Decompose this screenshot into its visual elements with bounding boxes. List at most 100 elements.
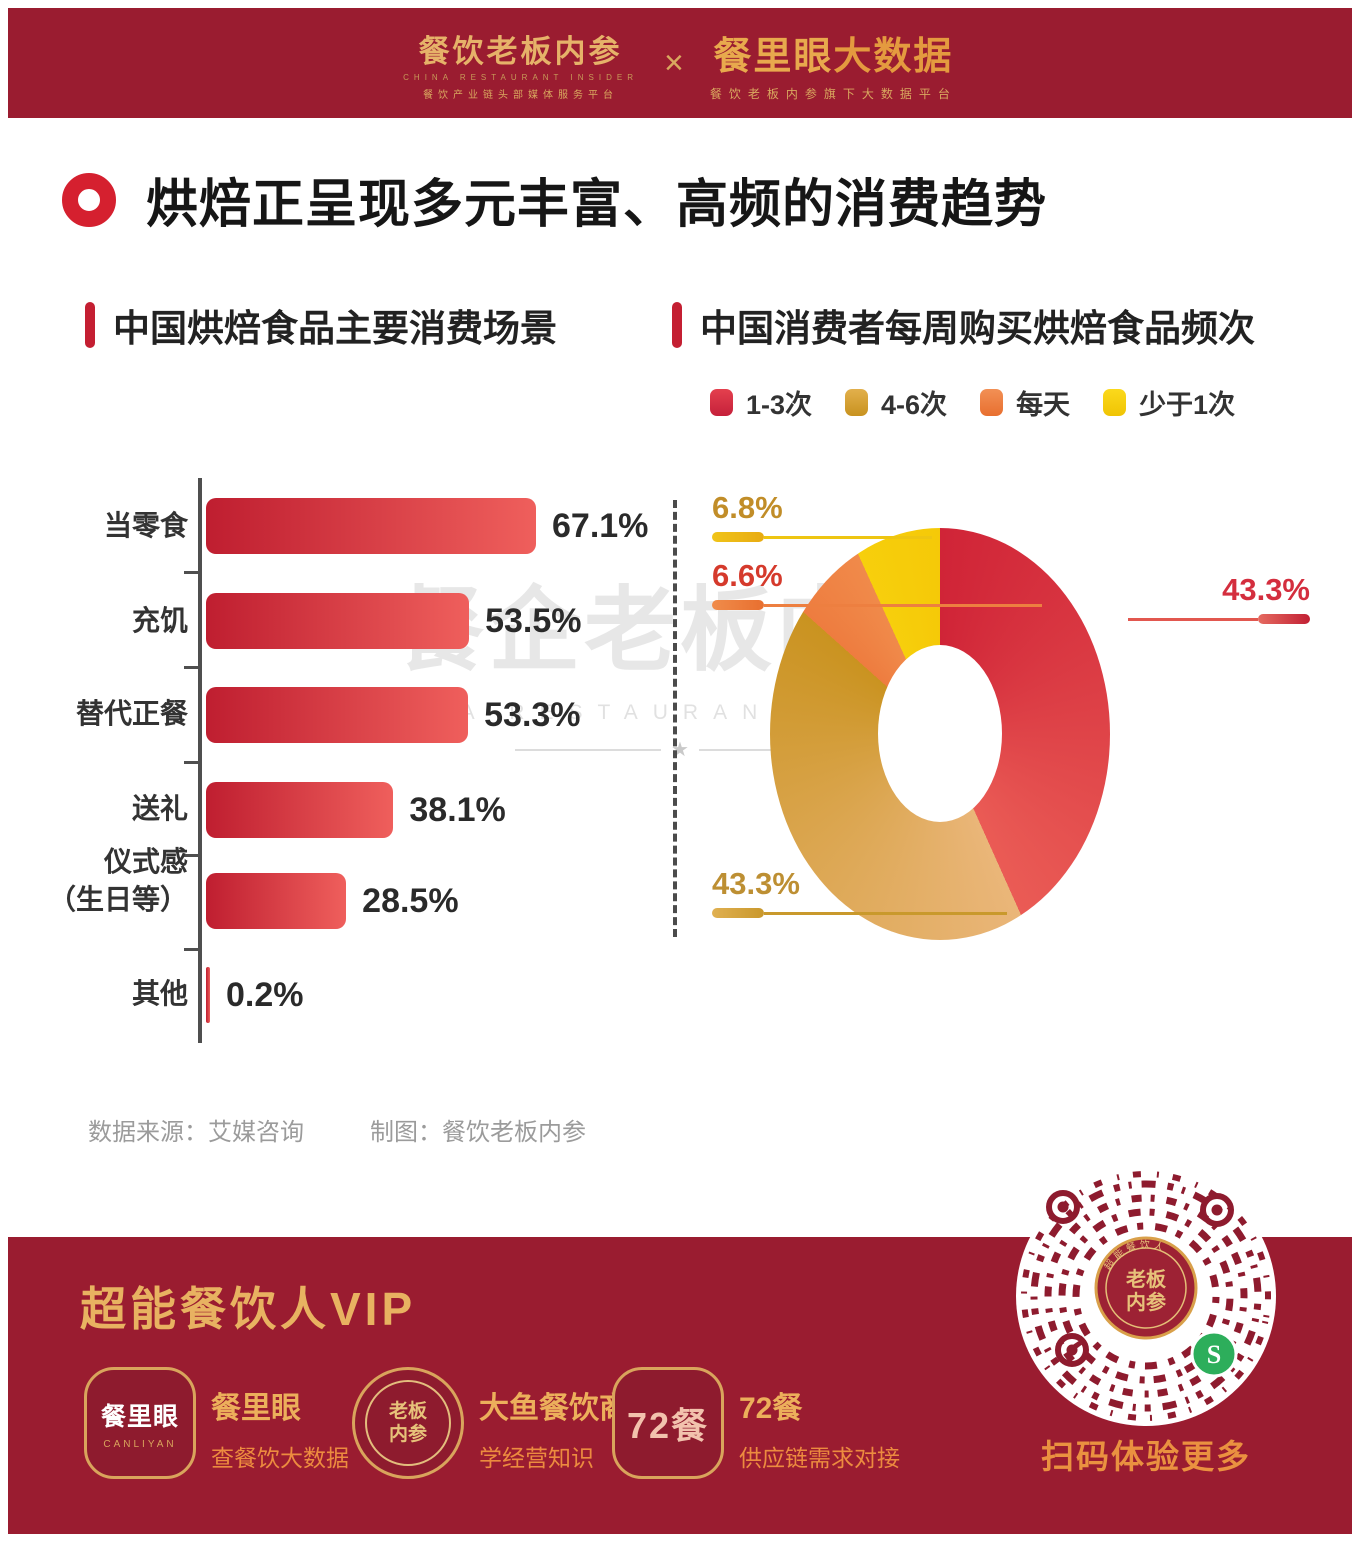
callout-pill (712, 908, 764, 918)
bar-section-header: 中国烘焙食品主要消费场景 (85, 298, 557, 352)
axis-tick (184, 761, 198, 764)
callout-pill (712, 532, 764, 542)
brand-right-tagline: 餐饮老板内参旗下大数据平台 (709, 86, 957, 101)
callout-less-than-once: 6.8% (712, 490, 932, 542)
bar-value-label: 53.5% (485, 601, 582, 640)
title-row: 烘焙正呈现多元丰富、高频的消费趋势 (62, 162, 1047, 237)
page-title: 烘焙正呈现多元丰富、高频的消费趋势 (146, 176, 1048, 234)
callout-line (712, 532, 932, 542)
category-label: 当零食 (103, 510, 188, 541)
footer-item-text: 72餐 供应链需求对接 (739, 1367, 900, 1479)
icon-text: 餐里眼 (100, 1402, 179, 1431)
bar-row: 53.5% (206, 593, 582, 649)
category-label: 其他 (131, 978, 188, 1009)
brand-separator-x: × (663, 43, 684, 82)
svg-text:S: S (1207, 1340, 1221, 1369)
svg-text:老板: 老板 (1126, 1267, 1167, 1291)
chart-credit: 制图：餐饮老板内参 (370, 1119, 586, 1146)
footer-item-name: 72餐 (739, 1392, 803, 1425)
qr-eye-icons (1046, 1190, 1234, 1367)
bar-section-title: 中国烘焙食品主要消费场景 (113, 308, 557, 349)
brand-right: 餐里眼大数据 餐饮老板内参旗下大数据平台 (710, 25, 957, 102)
brand-left: 餐饮老板内参 CHINA RESTAURANT INSIDER 餐饮产业链头部媒… (403, 26, 638, 101)
canliyan-app-icon: 餐里眼 CANLIYAN (84, 1367, 196, 1479)
footer-item-name: 餐里眼 (211, 1392, 301, 1425)
footer-item-canliyan: 餐里眼 CANLIYAN 餐里眼 查餐饮大数据 (84, 1367, 349, 1479)
callout-4-6-times: 43.3% (712, 866, 1007, 918)
bar-row: 28.5% (206, 873, 459, 929)
bar-value-label: 53.3% (484, 695, 581, 734)
bar-row: 0.2% (206, 967, 304, 1023)
callout-thin-line (764, 911, 1007, 915)
legend-item: 每天 (980, 383, 1070, 422)
bar-chart-axis (198, 478, 202, 1043)
seal-ring: 老板内参 (365, 1380, 451, 1466)
bar (206, 593, 470, 649)
brand-left-title: 餐饮老板内参 (418, 33, 623, 69)
footer-heading: 超能餐饮人VIP (80, 1283, 417, 1335)
legend-label: 4-6次 (881, 390, 948, 420)
brand-left-english: CHINA RESTAURANT INSIDER (403, 72, 638, 82)
svg-text:内参: 内参 (1126, 1290, 1166, 1314)
category-label: 替代正餐 (75, 698, 188, 729)
watermark-en: CHINA RESTAURANT INSIDER (349, 701, 1011, 724)
brand-right-title-light: 大数据 (833, 35, 954, 78)
callout-value: 43.3% (1222, 572, 1310, 607)
donut-section-header: 中国消费者每周购买烘焙食品频次 (672, 298, 1255, 352)
bar-value-label: 28.5% (362, 881, 459, 920)
category-label: 充饥 (131, 605, 188, 636)
callout-everyday: 6.6% (712, 558, 1042, 610)
callout-line (712, 600, 1042, 610)
bar-value-label: 67.1% (552, 506, 649, 545)
donut-hole (878, 645, 1002, 822)
footer-item-desc: 查餐饮大数据 (211, 1445, 349, 1471)
data-source: 数据来源：艾媒咨询 (88, 1119, 304, 1146)
ring-bullet-icon (62, 172, 116, 227)
legend-item: 4-6次 (845, 383, 947, 422)
bar (206, 498, 536, 554)
callout-value: 43.3% (712, 866, 800, 901)
bar (206, 687, 469, 743)
axis-tick (184, 666, 198, 669)
qr-caption: 扫码体验更多 (1041, 1438, 1251, 1475)
callout-thin-line (764, 603, 1042, 607)
legend-label: 少于1次 (1139, 390, 1236, 420)
callout-thin-line (764, 535, 932, 539)
callout-pill (1258, 614, 1310, 624)
bar (206, 967, 210, 1023)
bar (206, 782, 394, 838)
header-band: 餐饮老板内参 CHINA RESTAURANT INSIDER 餐饮产业链头部媒… (8, 8, 1352, 118)
72can-app-icon: 72餐 (612, 1367, 724, 1479)
footer-item-desc: 学经营知识 (479, 1445, 594, 1471)
section-accent-bar (85, 302, 95, 348)
icon-subtext: CANLIYAN (103, 1438, 177, 1450)
legend-label: 每天 (1016, 390, 1071, 420)
footer-item-desc: 供应链需求对接 (739, 1445, 900, 1471)
legend-swatch-red (710, 389, 733, 416)
donut-section-title: 中国消费者每周购买烘焙食品频次 (700, 308, 1255, 349)
bar-row: 53.3% (206, 687, 581, 743)
section-accent-bar (672, 302, 682, 348)
legend-item: 1-3次 (710, 383, 812, 422)
legend-label: 1-3次 (746, 390, 813, 420)
callout-line (1128, 614, 1310, 624)
footer-item-72can: 72餐 72餐 供应链需求对接 (612, 1367, 900, 1479)
footer-item-text: 餐里眼 查餐饮大数据 (211, 1367, 349, 1479)
bar-row: 67.1% (206, 498, 648, 554)
bar-row: 38.1% (206, 782, 506, 838)
brand-right-title-bold: 餐里眼 (713, 35, 834, 78)
callout-value: 6.6% (712, 558, 783, 593)
callout-pill (712, 600, 764, 610)
bar-value-label: 0.2% (226, 975, 304, 1014)
category-label: 仪式感 （生日等） (47, 846, 188, 915)
brand-left-tagline: 餐饮产业链头部媒体服务平台 (423, 89, 619, 101)
legend-swatch-gold (845, 389, 869, 416)
legend-swatch-orange (980, 389, 1004, 416)
callout-value: 6.8% (712, 490, 783, 525)
seal-text: 老板内参 (388, 1401, 427, 1445)
donut-legend: 1-3次 4-6次 每天 少于1次 (710, 383, 1235, 422)
qr-center-seal: 超能餐饮人 老板 内参 (1094, 1236, 1198, 1340)
legend-item: 少于1次 (1103, 383, 1235, 422)
icon-text: 72餐 (626, 1405, 710, 1446)
